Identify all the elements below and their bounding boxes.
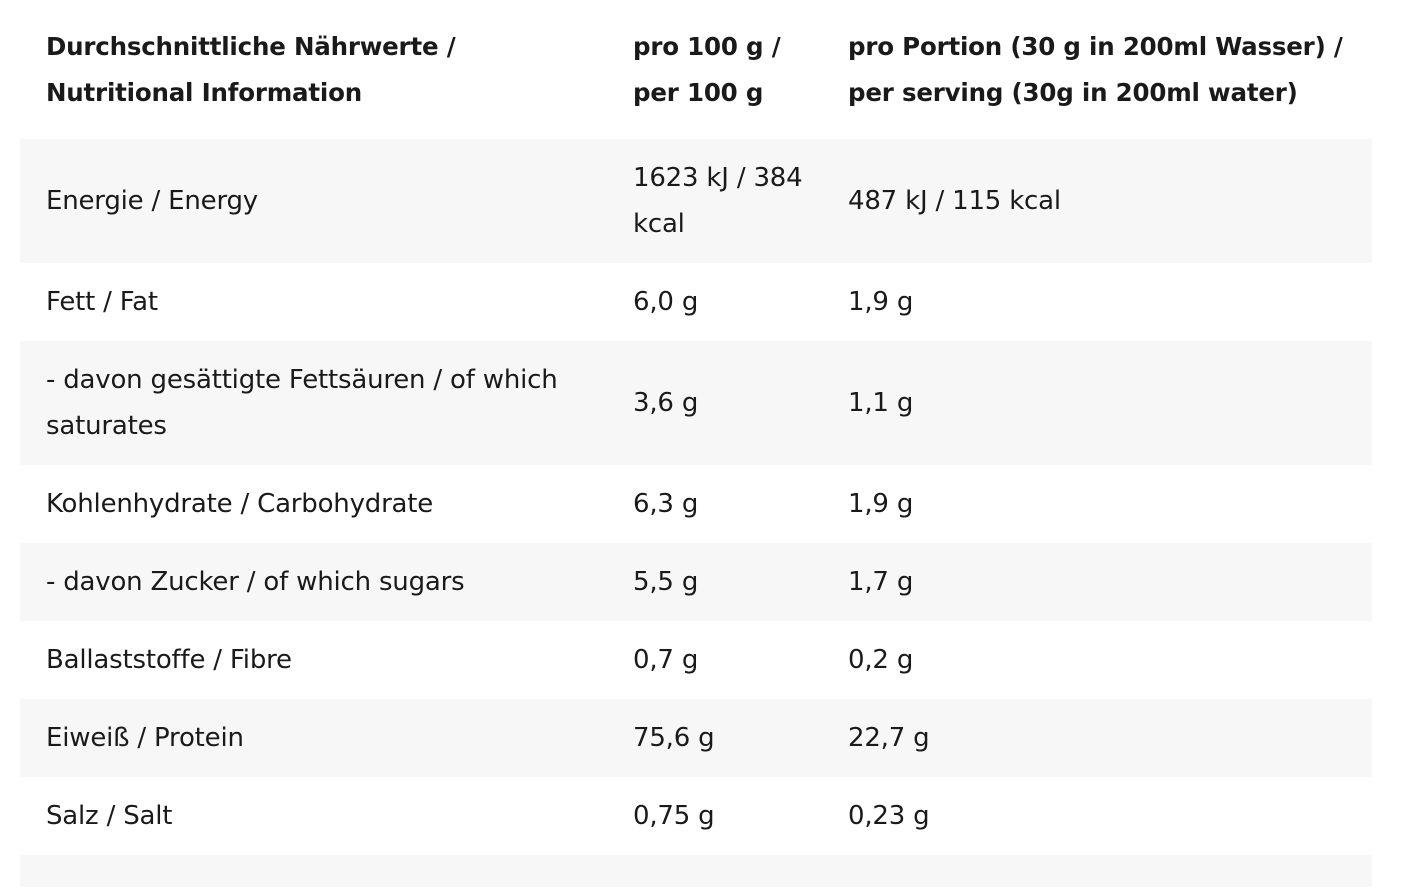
per-100g-value: 1623 kJ / 384 kcal	[633, 163, 803, 239]
nutrient-label: - davon Zucker / of which sugars	[46, 567, 465, 597]
per-serving-value: 487 kJ / 115 kcal	[848, 186, 1061, 216]
nutrient-label: Ballaststoffe / Fibre	[46, 645, 292, 675]
table-row: Fett / Fat 6,0 g 1,9 g	[20, 263, 1372, 341]
nutrient-label: - davon gesättigte Fettsäuren / of which…	[46, 365, 558, 441]
per-serving-value: 1,9 g	[848, 287, 914, 317]
table-row: - davon gesättigte Fettsäuren / of which…	[20, 341, 1372, 465]
nutrient-label: Kohlenhydrate / Carbohydrate	[46, 489, 434, 519]
table-row: Salz / Salt 0,75 g 0,23 g	[20, 777, 1372, 855]
header-nutrient: Durchschnittliche Nährwerte / Nutritiona…	[46, 31, 456, 107]
per-serving-value: 0,23 g	[848, 801, 930, 831]
per-100g-value: 0,75 g	[633, 801, 715, 831]
table-header-row: Durchschnittliche Nährwerte / Nutritiona…	[20, 0, 1372, 139]
per-100g-value: 0,7 g	[633, 645, 699, 675]
nutrient-label: Energie / Energy	[46, 186, 258, 216]
header-per-serving: pro Portion (30 g in 200ml Wasser) / per…	[848, 31, 1343, 107]
header-per-100g: pro 100 g / per 100 g	[633, 31, 781, 107]
per-100g-value: 6,3 g	[633, 489, 699, 519]
table-row: Ballaststoffe / Fibre 0,7 g 0,2 g	[20, 621, 1372, 699]
per-serving-value: 0,2 g	[848, 645, 914, 675]
nutrient-label: Fett / Fat	[46, 287, 158, 317]
table-row: Energie / Energy 1623 kJ / 384 kcal 487 …	[20, 139, 1372, 263]
per-serving-value: 1,1 g	[848, 388, 914, 418]
nutrient-label: Eiweiß / Protein	[46, 723, 244, 753]
table-row: - davon Zucker / of which sugars 5,5 g 1…	[20, 543, 1372, 621]
per-serving-value: 1,7 g	[848, 567, 914, 597]
per-100g-value: 5,5 g	[633, 567, 699, 597]
nutrient-label: Salz / Salt	[46, 801, 173, 831]
per-serving-value: 1,9 g	[848, 489, 914, 519]
table-row-partial	[20, 855, 1372, 887]
per-100g-value: 3,6 g	[633, 388, 699, 418]
per-100g-value: 6,0 g	[633, 287, 699, 317]
table-row: Eiweiß / Protein 75,6 g 22,7 g	[20, 699, 1372, 777]
table-row: Kohlenhydrate / Carbohydrate 6,3 g 1,9 g	[20, 465, 1372, 543]
per-100g-value: 75,6 g	[633, 723, 715, 753]
nutrition-table: Durchschnittliche Nährwerte / Nutritiona…	[20, 0, 1372, 887]
per-serving-value: 22,7 g	[848, 723, 930, 753]
